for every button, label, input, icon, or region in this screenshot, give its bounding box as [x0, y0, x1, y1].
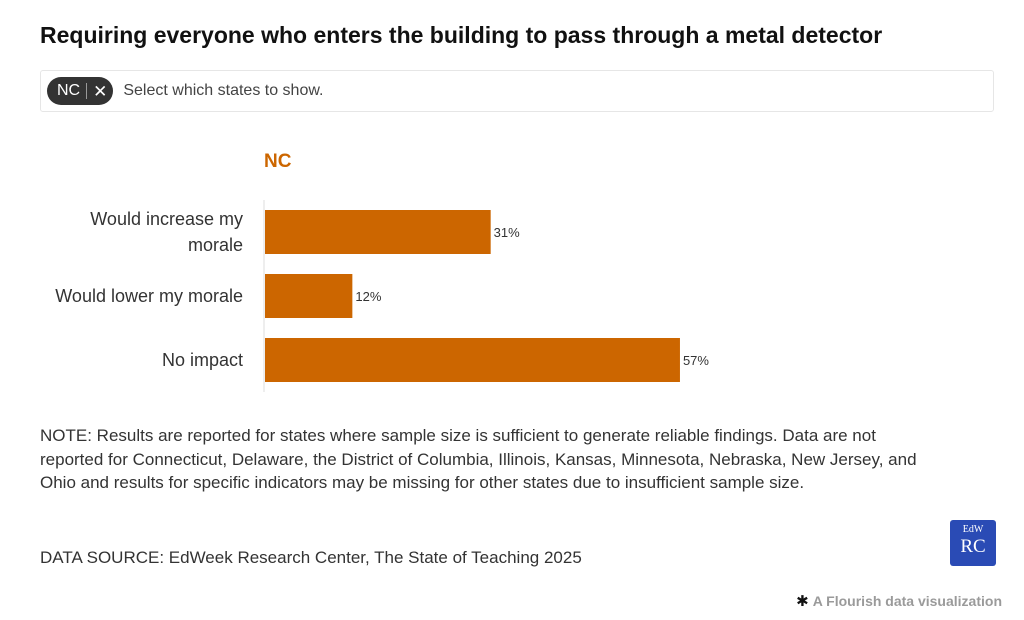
filter-placeholder[interactable]: Select which states to show.: [123, 82, 324, 99]
bar-value-label: 12%: [355, 289, 381, 304]
bar[interactable]: [265, 210, 491, 254]
close-icon[interactable]: ✕: [93, 81, 108, 101]
state-filter[interactable]: NC ✕ Select which states to show.: [40, 70, 994, 112]
state-chip-nc[interactable]: NC ✕: [47, 77, 114, 105]
bar-chart: NC 31% Would increase my morale 12% Would low…: [0, 140, 1024, 400]
bar-value-label: 57%: [683, 353, 709, 368]
category-label: No impact: [162, 350, 243, 370]
logo-line1: EdW: [962, 524, 984, 535]
bar[interactable]: [265, 274, 353, 318]
bar[interactable]: [265, 338, 680, 382]
logo-line2: RC: [960, 536, 986, 557]
chart-title: Requiring everyone who enters the buildi…: [40, 22, 883, 48]
chip-divider: [86, 83, 88, 99]
bar-value-label: 31%: [494, 225, 520, 240]
data-source: DATA SOURCE: EdWeek Research Center, The…: [40, 548, 582, 567]
category-label: Would lower my morale: [55, 286, 243, 306]
flourish-asterisk-icon: ✱: [796, 593, 809, 610]
panel-title: NC: [264, 151, 292, 172]
state-chip-label: NC: [57, 82, 81, 99]
note-text: NOTE: Results are reported for states wh…: [40, 426, 917, 492]
flourish-credit[interactable]: ✱ A Flourish data visualization: [796, 592, 1002, 610]
bar-chart-svg: NC 31% Would increase my morale 12% Would low…: [55, 151, 709, 392]
category-label: Would increase my: [90, 209, 243, 229]
category-label: morale: [188, 235, 243, 255]
edweek-rc-logo: EdW RC: [950, 520, 996, 566]
credit-text: A Flourish data visualization: [812, 593, 1002, 609]
